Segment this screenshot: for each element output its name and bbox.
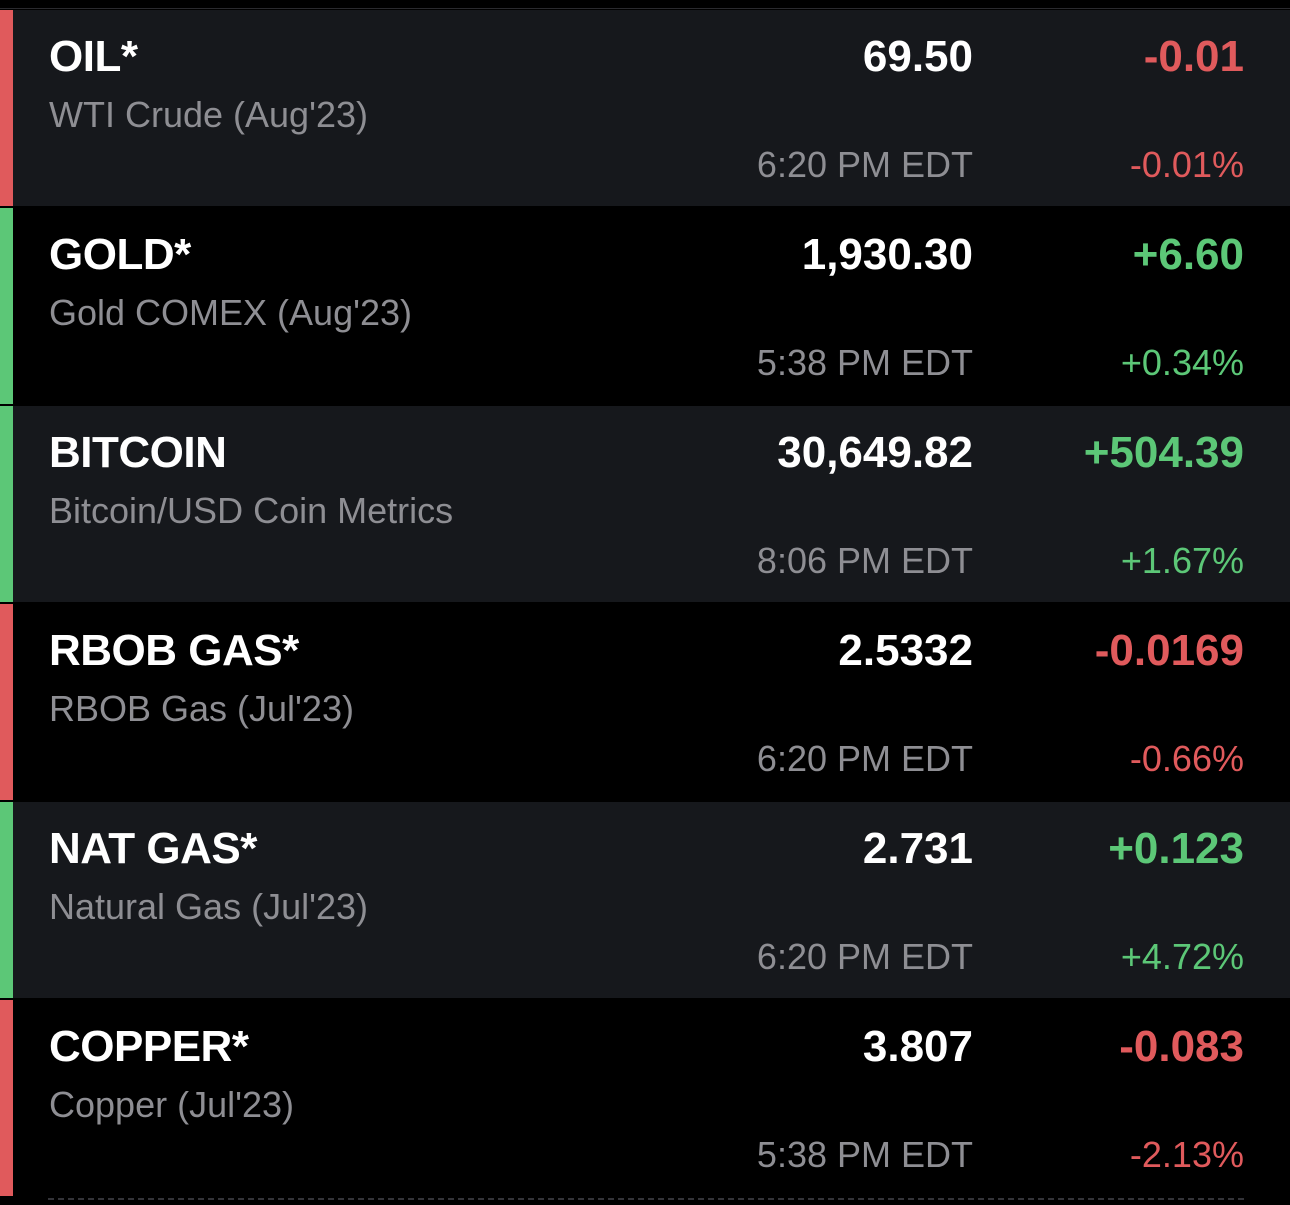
list-end-divider: [48, 1198, 1244, 1200]
quote-change: -0.083: [1119, 1022, 1244, 1071]
quote-name: Natural Gas (Jul'23): [49, 886, 368, 927]
quote-symbol: COPPER*: [49, 1022, 249, 1071]
quote-change-percent: +1.67%: [1120, 540, 1244, 581]
direction-indicator: [0, 406, 13, 602]
direction-indicator: [0, 1000, 13, 1196]
quote-symbol: RBOB GAS*: [49, 626, 299, 675]
quote-row-nat-gas[interactable]: NAT GAS* Natural Gas (Jul'23) 2.731 +0.1…: [0, 802, 1290, 1000]
quote-row-bitcoin[interactable]: BITCOIN Bitcoin/USD Coin Metrics 30,649.…: [0, 406, 1290, 604]
quote-change-percent: +4.72%: [1120, 936, 1244, 977]
quote-name: RBOB Gas (Jul'23): [49, 688, 354, 729]
quote-time: 8:06 PM EDT: [756, 540, 973, 581]
quote-change: +504.39: [1083, 428, 1244, 477]
quote-price: 69.50: [862, 32, 973, 81]
quote-row-oil[interactable]: OIL* WTI Crude (Aug'23) 69.50 -0.01 6:20…: [0, 10, 1290, 208]
quote-change-percent: -2.13%: [1129, 1134, 1244, 1175]
quote-change-percent: +0.34%: [1120, 342, 1244, 383]
quote-list: OIL* WTI Crude (Aug'23) 69.50 -0.01 6:20…: [0, 10, 1290, 1198]
quote-symbol: GOLD*: [49, 230, 191, 279]
direction-indicator: [0, 604, 13, 800]
quote-row-copper[interactable]: COPPER* Copper (Jul'23) 3.807 -0.083 5:3…: [0, 1000, 1290, 1198]
quote-change-percent: -0.01%: [1129, 144, 1244, 185]
quote-symbol: NAT GAS*: [49, 824, 257, 873]
quote-price: 2.731: [862, 824, 973, 873]
quote-price: 30,649.82: [777, 428, 973, 477]
quote-price: 1,930.30: [801, 230, 973, 279]
quote-symbol: OIL*: [49, 32, 138, 81]
quote-name: Gold COMEX (Aug'23): [49, 292, 413, 333]
quote-time: 5:38 PM EDT: [756, 342, 973, 383]
quote-name: Bitcoin/USD Coin Metrics: [49, 490, 454, 531]
top-divider: [0, 0, 1290, 9]
quote-change: -0.0169: [1094, 626, 1244, 675]
quote-change: +6.60: [1132, 230, 1244, 279]
direction-indicator: [0, 208, 13, 404]
direction-indicator: [0, 10, 13, 206]
quote-change: -0.01: [1143, 32, 1244, 81]
direction-indicator: [0, 802, 13, 998]
quote-time: 5:38 PM EDT: [756, 1134, 973, 1175]
quote-name: WTI Crude (Aug'23): [49, 94, 368, 135]
quote-symbol: BITCOIN: [49, 428, 227, 477]
quote-row-gold[interactable]: GOLD* Gold COMEX (Aug'23) 1,930.30 +6.60…: [0, 208, 1290, 406]
quote-name: Copper (Jul'23): [49, 1084, 294, 1125]
quote-time: 6:20 PM EDT: [756, 738, 973, 779]
quote-time: 6:20 PM EDT: [756, 144, 973, 185]
quote-row-rbob-gas[interactable]: RBOB GAS* RBOB Gas (Jul'23) 2.5332 -0.01…: [0, 604, 1290, 802]
quote-time: 6:20 PM EDT: [756, 936, 973, 977]
quote-change: +0.123: [1108, 824, 1244, 873]
quote-change-percent: -0.66%: [1129, 738, 1244, 779]
quote-price: 2.5332: [838, 626, 973, 675]
quote-price: 3.807: [862, 1022, 973, 1071]
